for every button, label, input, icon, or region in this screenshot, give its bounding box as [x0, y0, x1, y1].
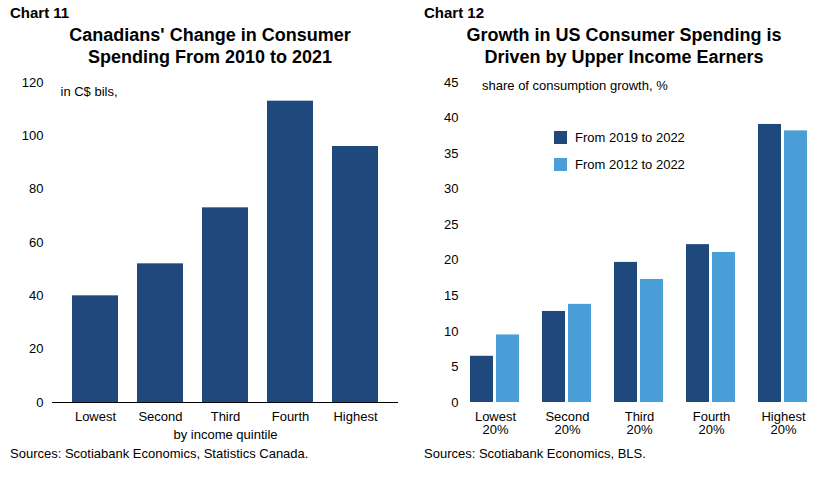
html-text:Sources: Scotiabank Economics,: Sources: Scotiabank Economics, Statistic…	[10, 446, 309, 461]
html-text:share of consumption growth, %: share of consumption growth, %	[482, 78, 668, 93]
svg-text:Fourth20%: Fourth20%	[693, 409, 731, 437]
svg-text:45: 45	[444, 75, 458, 90]
svg-text:Third: Third	[211, 409, 241, 424]
svg-text:40: 40	[29, 288, 43, 303]
svg-text:in C$ bils,: in C$ bils,	[61, 84, 118, 99]
svg-text:30: 30	[444, 181, 458, 196]
svg-text:Lowest: Lowest	[75, 409, 117, 424]
svg-text:Highest20%: Highest20%	[761, 409, 805, 437]
svg-text:Fourth: Fourth	[272, 409, 310, 424]
svg-text:Second: Second	[138, 409, 182, 424]
svg-text:10: 10	[444, 324, 458, 339]
svg-text:35: 35	[444, 146, 458, 161]
svg-text:Highest: Highest	[333, 409, 377, 424]
html-text:Chart 11: Chart 11	[10, 4, 70, 21]
svg-text:40: 40	[444, 110, 458, 125]
svg-text:Third20%: Third20%	[625, 409, 655, 437]
svg-text:80: 80	[29, 181, 43, 196]
html-text:From 2012 to 2022: From 2012 to 2022	[575, 157, 685, 172]
html-text:Chart 12: Chart 12	[424, 4, 484, 21]
html-text:From 2019 to 2022: From 2019 to 2022	[575, 130, 685, 145]
svg-text:by income quintile: by income quintile	[173, 427, 277, 442]
svg-text:100: 100	[22, 128, 44, 143]
svg-text:15: 15	[444, 288, 458, 303]
svg-text:Second20%: Second20%	[545, 409, 589, 437]
svg-text:20: 20	[29, 341, 43, 356]
html-text:Sources: Scotiabank Economics,: Sources: Scotiabank Economics, BLS.	[424, 446, 646, 461]
svg-text:0: 0	[36, 395, 43, 410]
html-text:Growth in US Consumer Spending: Growth in US Consumer Spending is Driven…	[466, 25, 782, 67]
svg-text:5: 5	[451, 359, 458, 374]
svg-text:0: 0	[451, 395, 458, 410]
html-text:Canadians' Change in Consumer: Canadians' Change in Consumer Spending F…	[69, 25, 351, 67]
svg-text:60: 60	[29, 235, 43, 250]
svg-text:Lowest20%: Lowest20%	[475, 409, 517, 437]
svg-text:25: 25	[444, 217, 458, 232]
svg-text:20: 20	[444, 252, 458, 267]
svg-text:120: 120	[22, 75, 44, 90]
